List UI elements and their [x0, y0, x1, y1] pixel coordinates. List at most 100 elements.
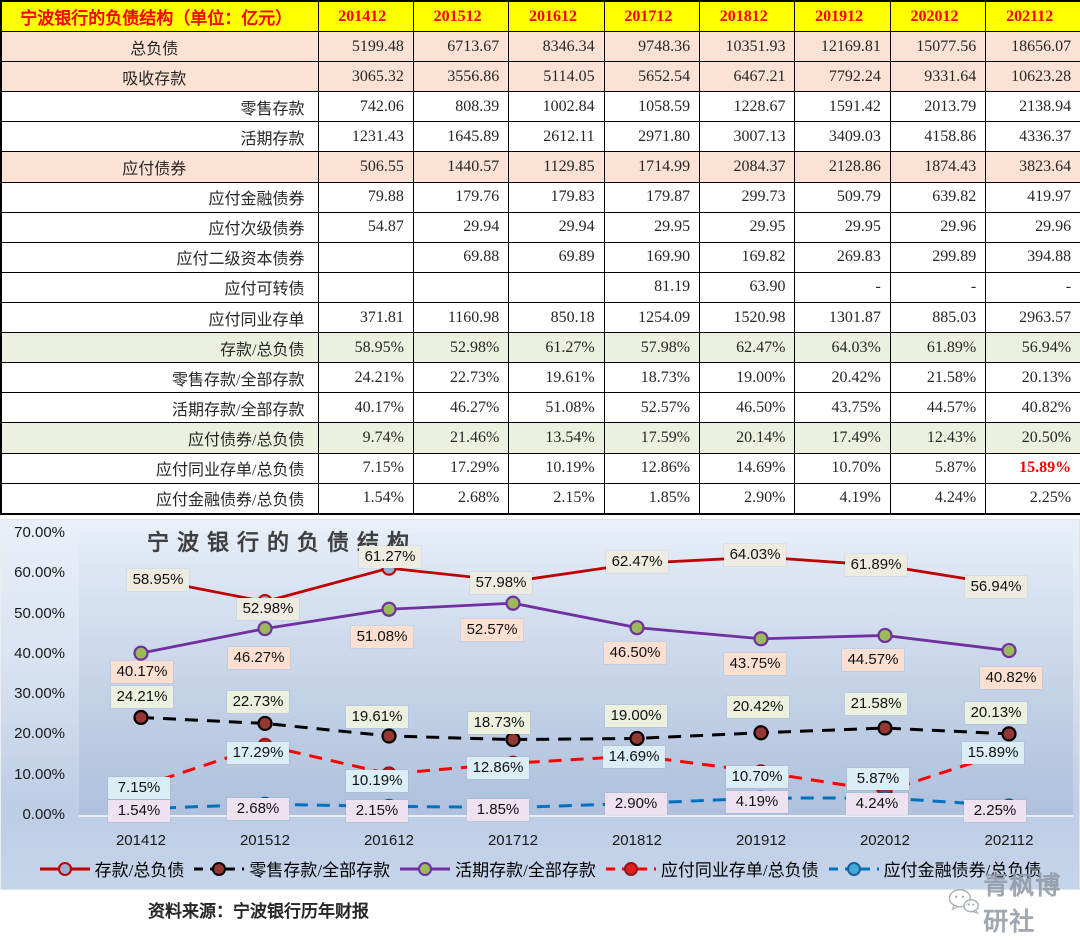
cell: 639.82 — [889, 181, 987, 213]
watermark: 青枫博研社 — [948, 866, 1080, 938]
cell: 61.27% — [508, 332, 605, 364]
year-column-header: 202112 — [985, 0, 1080, 32]
cell: 2128.86 — [794, 151, 891, 183]
legend-item: 存款/总负债 — [39, 856, 185, 881]
cell: 20.42% — [794, 362, 891, 394]
legend-label: 存款/总负债 — [94, 861, 185, 880]
cell: 21.46% — [412, 422, 510, 454]
table-row: 应付金融债券 79.88 179.76 179.83 179.87 299.73 509.7… — [0, 181, 1080, 213]
cell: 5199.48 — [317, 30, 414, 63]
x-axis-category-label: 201912 — [735, 832, 787, 849]
data-point-marker — [381, 601, 397, 617]
data-point-marker — [629, 620, 645, 636]
cell: 40.82% — [985, 392, 1080, 424]
data-label: 43.75% — [724, 652, 786, 675]
cell: 2963.57 — [985, 301, 1080, 334]
data-label: 56.94% — [965, 575, 1027, 598]
cell: 81.19 — [603, 271, 701, 303]
table-row: 应付次级债券 54.87 29.94 29.94 29.95 29.95 29.95 29.9… — [0, 211, 1080, 243]
cell: 506.55 — [317, 151, 414, 183]
table-row: 应付同业存单 371.81 1160.98 850.18 1254.09 1520.98 1… — [0, 301, 1080, 334]
cell: 2.90% — [699, 482, 796, 515]
data-label: 40.17% — [111, 661, 173, 684]
table-row: 活期存款 1231.43 1645.89 2612.11 2971.80 3007.13 3… — [0, 121, 1080, 153]
cell: 2.15% — [508, 482, 605, 515]
y-axis-tick-label: 70.00% — [14, 523, 65, 541]
year-column-header: 201512 — [412, 0, 510, 32]
cell: 54.87 — [317, 211, 414, 243]
data-label: 22.73% — [227, 691, 289, 714]
row-label: 总负债 — [0, 30, 319, 63]
cell: 12169.81 — [794, 30, 891, 63]
y-axis-tick-label: 10.00% — [14, 765, 65, 783]
cell: 169.90 — [603, 241, 701, 273]
cell: 9748.36 — [603, 30, 701, 63]
year-column-header: 201712 — [603, 0, 701, 32]
cell: 14.69% — [699, 452, 796, 484]
data-point-marker — [133, 645, 149, 661]
data-label: 52.98% — [237, 597, 299, 620]
cell: 21.58% — [889, 362, 987, 394]
legend-item: 活期存款/全部存款 — [399, 856, 596, 881]
cell: 3007.13 — [699, 121, 796, 153]
cell: 62.47% — [699, 332, 796, 364]
data-label: 64.03% — [724, 544, 786, 567]
data-point-marker — [877, 720, 893, 736]
chart-legend: 存款/总负债 零售存款/全部存款 活期存款/全部存款 应付同业存单/总负债 应付金融债券… — [1, 856, 1079, 881]
cell: 169.82 — [699, 241, 796, 273]
cell: 13.54% — [508, 422, 605, 454]
data-label: 44.57% — [842, 649, 904, 672]
row-label: 应付同业存单/总负债 — [0, 452, 319, 484]
cell: 3823.64 — [985, 151, 1080, 183]
data-label: 2.68% — [227, 798, 289, 821]
cell: 3556.86 — [412, 61, 510, 93]
cell: - — [985, 271, 1080, 303]
cell: 2138.94 — [985, 91, 1080, 123]
row-label: 应付债券/总负债 — [0, 422, 319, 454]
cell: 4.19% — [794, 482, 891, 515]
legend-item: 应付同业存单/总负债 — [605, 856, 819, 881]
cell: 12.86% — [603, 452, 701, 484]
cell: 6713.67 — [412, 30, 510, 63]
wechat-icon — [948, 888, 980, 915]
cell: 1301.87 — [794, 301, 891, 334]
y-axis-tick-label: 60.00% — [14, 564, 65, 582]
cell: 5652.54 — [603, 61, 701, 93]
cell: 17.59% — [603, 422, 701, 454]
table-row: 应付债券 506.55 1440.57 1129.85 1714.99 2084.37 21… — [0, 151, 1080, 183]
cell: 18.73% — [603, 362, 701, 394]
cell: 179.83 — [508, 181, 605, 213]
y-axis-tick-label: 20.00% — [14, 725, 65, 743]
cell: 4158.86 — [889, 121, 987, 153]
data-label: 46.50% — [604, 641, 666, 664]
cell: 179.76 — [412, 181, 510, 213]
data-label: 10.19% — [346, 769, 408, 792]
cell: 1714.99 — [603, 151, 701, 183]
cell: 15077.56 — [889, 30, 987, 63]
legend-item: 零售存款/全部存款 — [193, 856, 390, 881]
cell: 29.94 — [412, 211, 510, 243]
cell: 46.50% — [699, 392, 796, 424]
data-label: 14.69% — [603, 745, 665, 768]
cell: 17.29% — [412, 452, 510, 484]
legend-label: 应付同业存单/总负债 — [660, 861, 819, 880]
y-axis-tick-label: 40.00% — [14, 644, 65, 662]
table-row: 吸收存款 3065.32 3556.86 5114.05 5652.54 6467.21 7… — [0, 61, 1080, 93]
row-label: 应付债券 — [0, 151, 319, 183]
cell: 29.95 — [699, 211, 796, 243]
legend-marker-icon — [400, 861, 451, 876]
data-label: 46.27% — [228, 646, 290, 669]
data-label: 2.15% — [346, 800, 408, 823]
cell: 1228.67 — [699, 91, 796, 123]
row-label: 存款/总负债 — [0, 332, 319, 364]
data-point-marker — [1001, 642, 1017, 659]
cell: 2612.11 — [508, 121, 605, 153]
x-axis-category-label: 201412 — [115, 832, 167, 849]
cell: 1058.59 — [603, 91, 701, 123]
row-label: 应付金融债券/总负债 — [0, 482, 319, 515]
cell: 29.94 — [508, 211, 605, 243]
cell: 1.54% — [317, 482, 414, 515]
data-label: 12.86% — [467, 757, 529, 780]
cell: 1231.43 — [317, 121, 414, 153]
